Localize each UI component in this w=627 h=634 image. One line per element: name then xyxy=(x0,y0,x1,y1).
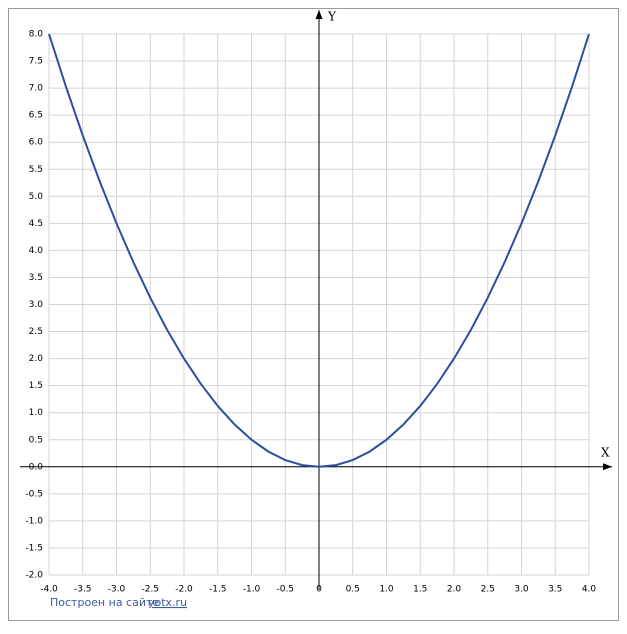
x-tick-label: 2.5 xyxy=(481,585,495,595)
x-tick-label: 3.0 xyxy=(514,585,529,595)
x-tick-label: -2.0 xyxy=(175,585,193,595)
y-tick-label: 2.0 xyxy=(29,354,44,364)
x-tick-label: -2.5 xyxy=(141,585,159,595)
y-tick-label: 5.5 xyxy=(29,165,43,175)
x-tick-label: -0.5 xyxy=(276,585,294,595)
y-tick-label: 3.5 xyxy=(29,273,43,283)
y-tick-label: 6.0 xyxy=(29,138,44,148)
y-tick-label: 1.5 xyxy=(29,381,43,391)
x-tick-label: 4.0 xyxy=(582,585,597,595)
y-axis-label: Y xyxy=(327,10,337,24)
y-tick-label: -1.0 xyxy=(25,516,43,526)
x-tick-label: 1.5 xyxy=(413,585,427,595)
x-tick-label: 1.0 xyxy=(379,585,394,595)
y-tick-label: 0.5 xyxy=(29,435,43,445)
y-tick-label: 1.0 xyxy=(29,408,44,418)
y-tick-label: -0.5 xyxy=(25,489,43,499)
x-axis-label: X xyxy=(601,446,610,460)
y-tick-label: 5.0 xyxy=(29,192,44,202)
frame xyxy=(8,8,619,621)
y-tick-label: 6.5 xyxy=(29,111,43,121)
y-tick-label: 2.5 xyxy=(29,327,43,337)
y-tick-label: 7.5 xyxy=(29,57,43,67)
footer-text: Построен на сайте xyxy=(50,596,159,609)
footer-link[interactable]: yotx.ru xyxy=(148,596,187,609)
y-tick-label: 8.0 xyxy=(29,30,44,40)
x-tick-label: -3.0 xyxy=(108,585,126,595)
x-tick-label: -1.5 xyxy=(209,585,227,595)
x-tick-label: 3.5 xyxy=(548,585,562,595)
series-line xyxy=(48,33,590,468)
x-tick-label: -4.0 xyxy=(40,585,58,595)
y-tick-label: 7.0 xyxy=(29,84,44,94)
x-tick-label: 0.5 xyxy=(346,585,360,595)
y-tick-label: 4.0 xyxy=(29,246,44,256)
y-tick-label: 4.5 xyxy=(29,219,43,229)
x-tick-label: -3.5 xyxy=(74,585,92,595)
y-tick-label: 3.0 xyxy=(29,300,44,310)
x-axis-arrow xyxy=(603,463,612,471)
x-tick-label: -1.0 xyxy=(243,585,261,595)
y-tick-label: -1.5 xyxy=(25,543,43,553)
y-tick-label: -2.0 xyxy=(25,571,43,581)
x-tick-label: 2.0 xyxy=(447,585,462,595)
y-axis-arrow xyxy=(315,10,323,19)
